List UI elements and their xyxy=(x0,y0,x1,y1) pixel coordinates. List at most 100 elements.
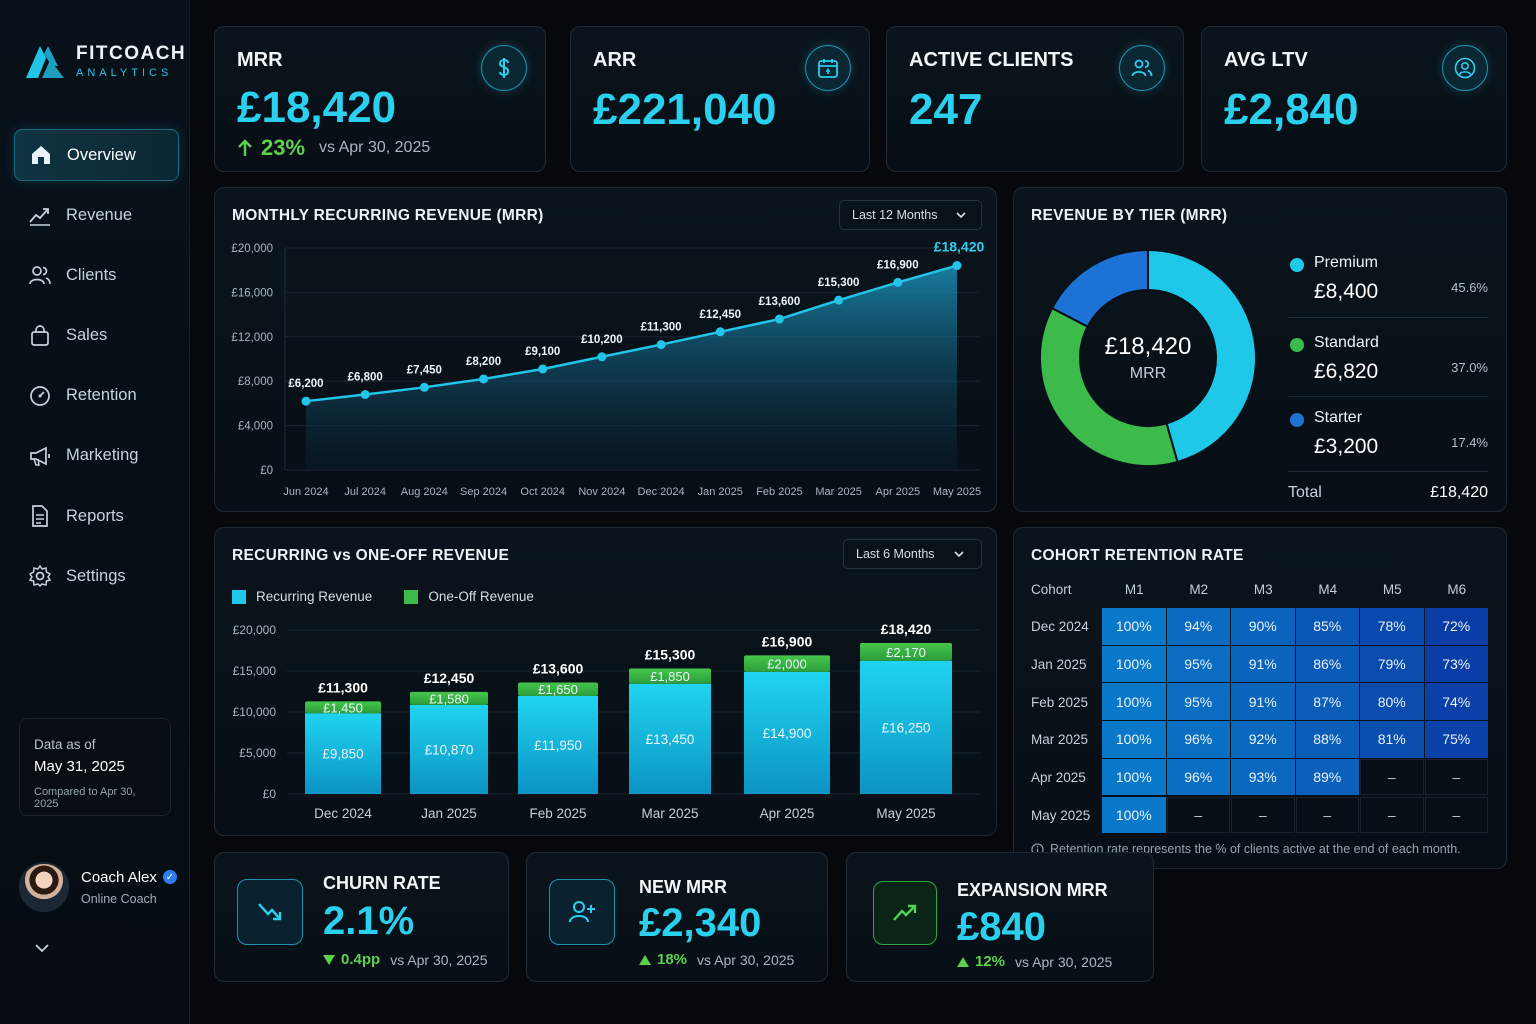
kpi-card-active-clients[interactable]: ACTIVE CLIENTS 247 xyxy=(886,26,1184,172)
bar-recurring[interactable] xyxy=(410,704,488,794)
cohort-cell[interactable]: 91% xyxy=(1231,645,1295,683)
cohort-cell[interactable]: 100% xyxy=(1102,608,1166,645)
tier-name: Premium xyxy=(1314,254,1379,271)
x-tick-label: May 2025 xyxy=(933,486,981,498)
kpi-card-arr[interactable]: ARR £221,040 xyxy=(570,26,870,172)
cohort-cell[interactable]: 96% xyxy=(1166,721,1230,758)
cohort-cell[interactable]: 100% xyxy=(1102,645,1166,683)
donut-slice-premium[interactable] xyxy=(1147,248,1257,464)
cohort-cell[interactable]: 100% xyxy=(1102,721,1166,758)
cohort-cell[interactable]: 95% xyxy=(1166,645,1230,683)
bar-oneoff[interactable] xyxy=(860,642,952,661)
kpi-delta-note: vs Apr 30, 2025 xyxy=(390,951,488,968)
cohort-cell[interactable]: 90% xyxy=(1231,608,1295,645)
cohort-cell[interactable]: 93% xyxy=(1231,758,1295,796)
cohort-cell[interactable]: 92% xyxy=(1231,721,1295,758)
bar-oneoff[interactable] xyxy=(518,682,598,697)
cohort-cell[interactable]: 80% xyxy=(1360,683,1424,721)
mrr-range-dropdown[interactable]: Last 12 Months xyxy=(839,200,982,230)
bar-oneoff[interactable] xyxy=(410,691,488,705)
divider xyxy=(1288,317,1488,318)
x-tick-label: Jan 2025 xyxy=(698,486,743,498)
cohort-cell[interactable]: 86% xyxy=(1295,645,1359,683)
sidebar-item-overview[interactable]: Overview xyxy=(14,129,179,181)
sidebar-item-clients[interactable]: Clients xyxy=(14,249,179,301)
sidebar-item-revenue[interactable]: Revenue xyxy=(14,189,179,241)
kpi-delta-value: 23% xyxy=(261,135,306,160)
cohort-cell[interactable]: 87% xyxy=(1295,683,1359,721)
bar-total-label: £13,600 xyxy=(533,660,584,676)
cohort-cell[interactable]: 74% xyxy=(1424,683,1488,721)
cohort-cell[interactable]: 72% xyxy=(1424,608,1488,645)
kpi-card-mrr[interactable]: MRR £18,420 23% vs Apr 30, 2025 xyxy=(214,26,546,172)
kpi-card-churn[interactable]: CHURN RATE 2.1% 0.4pp vs Apr 30, 2025 xyxy=(214,852,509,982)
bar-recurring[interactable] xyxy=(518,696,598,794)
bar-oneoff[interactable] xyxy=(305,701,381,714)
cohort-cell[interactable]: 94% xyxy=(1166,608,1230,645)
tier-total-row: Total £18,420 xyxy=(1288,484,1488,502)
cohort-cell[interactable]: 81% xyxy=(1360,721,1424,758)
kpi-title: EXPANSION MRR xyxy=(957,880,1108,900)
cohort-cell[interactable]: 78% xyxy=(1360,608,1424,645)
y-tick-label: £20,000 xyxy=(233,623,277,637)
cohort-cell[interactable]: 79% xyxy=(1360,645,1424,683)
donut-slice-standard[interactable] xyxy=(1039,306,1179,467)
data-point[interactable] xyxy=(419,382,429,392)
cohort-cell[interactable]: – xyxy=(1360,796,1424,834)
kpi-card-avg-ltv[interactable]: AVG LTV £2,840 xyxy=(1201,26,1507,172)
chevron-down-icon[interactable] xyxy=(34,940,50,956)
data-point[interactable] xyxy=(301,396,311,406)
bar-recurring[interactable] xyxy=(744,671,830,794)
cohort-cell[interactable]: – xyxy=(1231,796,1295,834)
cohort-cell[interactable]: 89% xyxy=(1295,758,1359,796)
mix-range-dropdown[interactable]: Last 6 Months xyxy=(843,539,982,569)
cohort-row-label: Dec 2024 xyxy=(1031,619,1089,635)
sidebar-item-sales[interactable]: Sales xyxy=(14,310,179,362)
data-point[interactable] xyxy=(360,390,370,400)
cohort-cell[interactable]: – xyxy=(1424,796,1488,834)
cohort-cell[interactable]: 96% xyxy=(1166,758,1230,796)
data-point[interactable] xyxy=(774,314,784,324)
data-point[interactable] xyxy=(715,327,725,337)
bar-oneoff[interactable] xyxy=(629,668,711,684)
cohort-cell[interactable]: 88% xyxy=(1295,721,1359,758)
cohort-cell[interactable]: 100% xyxy=(1102,758,1166,796)
cohort-cell[interactable]: 75% xyxy=(1424,721,1488,758)
kpi-card-expansion-mrr[interactable]: EXPANSION MRR £840 12% vs Apr 30, 2025 xyxy=(846,852,1154,982)
cohort-cell[interactable]: 85% xyxy=(1295,608,1359,645)
cohort-cell[interactable]: – xyxy=(1295,796,1359,834)
cohort-cell[interactable]: 73% xyxy=(1424,645,1488,683)
sidebar-item-marketing[interactable]: Marketing xyxy=(14,430,179,482)
sidebar-item-retention[interactable]: Retention xyxy=(14,370,179,422)
user-profile[interactable]: Coach Alex ✓ Online Coach xyxy=(19,862,177,912)
cohort-cell[interactable]: 95% xyxy=(1166,683,1230,721)
kpi-delta-note: vs Apr 30, 2025 xyxy=(697,951,795,968)
cohort-cell[interactable]: – xyxy=(1166,796,1230,834)
cohort-cell[interactable]: – xyxy=(1360,758,1424,796)
data-point[interactable] xyxy=(656,340,666,350)
cohort-cell[interactable]: – xyxy=(1424,758,1488,796)
data-point[interactable] xyxy=(834,295,844,305)
kpi-card-new-mrr[interactable]: NEW MRR £2,340 18% vs Apr 30, 2025 xyxy=(526,852,828,982)
kpi-value: £18,420 xyxy=(237,83,397,132)
cohort-cell[interactable]: 100% xyxy=(1102,796,1166,834)
data-point[interactable] xyxy=(952,261,962,271)
data-point[interactable] xyxy=(479,374,489,384)
sidebar-item-settings[interactable]: Settings xyxy=(14,550,179,602)
sidebar-item-reports[interactable]: Reports xyxy=(14,490,179,542)
home-icon xyxy=(32,146,50,164)
data-point[interactable] xyxy=(597,352,607,362)
bar-recurring[interactable] xyxy=(860,660,952,794)
cohort-cell[interactable]: 100% xyxy=(1102,683,1166,721)
bar-oneoff[interactable] xyxy=(744,655,830,672)
app-logo[interactable]: FITCOACH ANALYTICS xyxy=(24,42,186,80)
bar-recurring[interactable] xyxy=(305,713,381,794)
data-point[interactable] xyxy=(538,364,548,374)
data-point[interactable] xyxy=(893,277,903,287)
bar-recurring[interactable] xyxy=(629,683,711,794)
donut-slice-starter[interactable] xyxy=(1050,248,1149,328)
kpi-value: 247 xyxy=(909,85,983,134)
cohort-cell[interactable]: 91% xyxy=(1231,683,1295,721)
data-as-of-label: Data as of xyxy=(34,737,96,752)
triangle-up-icon xyxy=(957,956,969,967)
